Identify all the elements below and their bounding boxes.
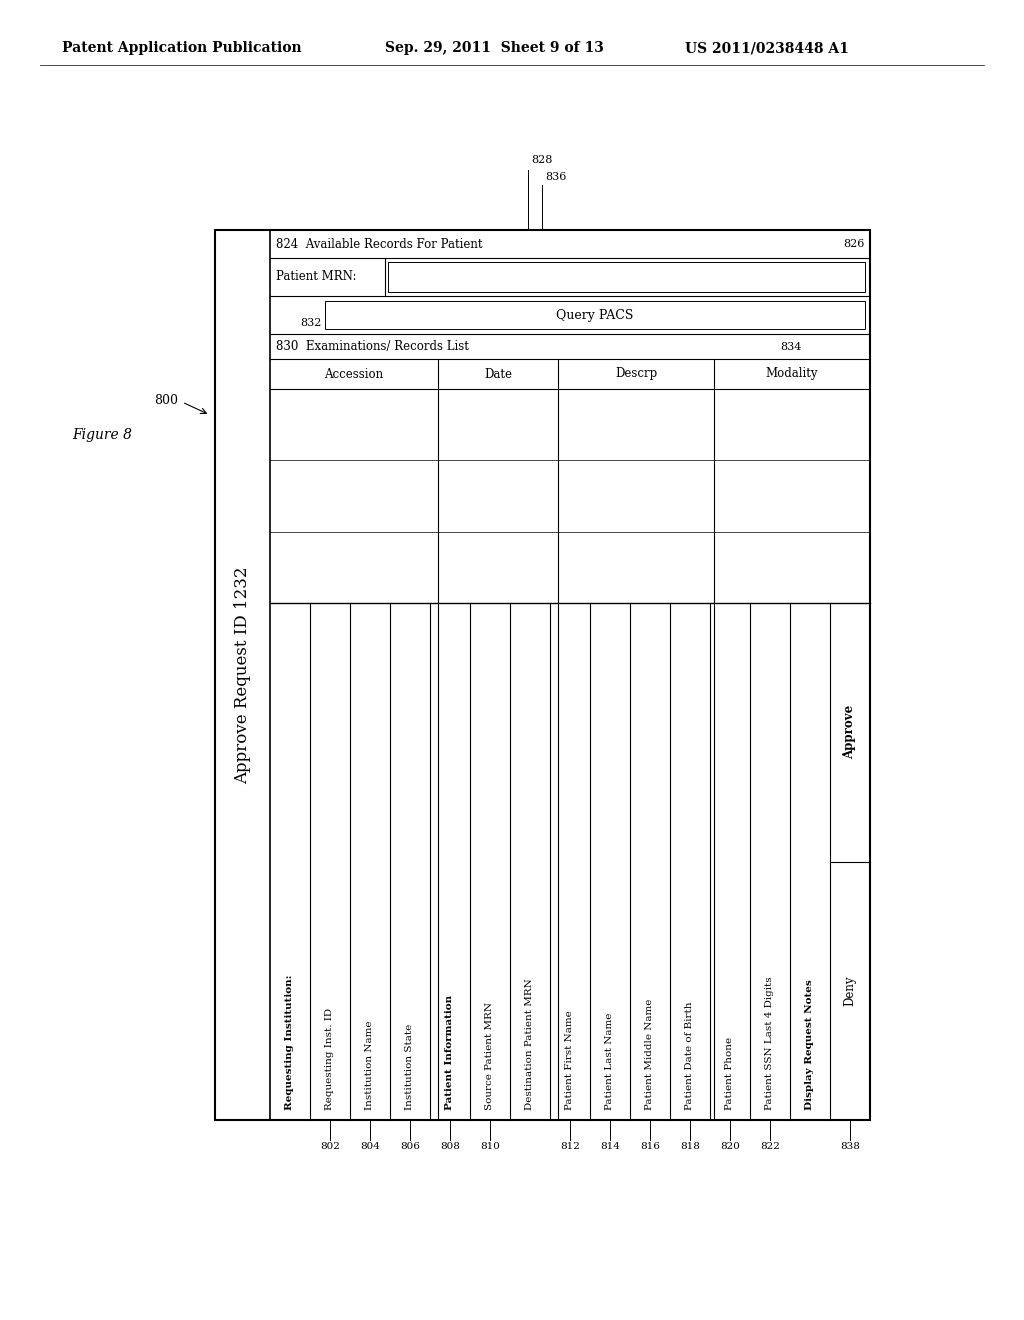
Text: Requesting Institution:: Requesting Institution:: [286, 974, 295, 1110]
Text: 800: 800: [154, 393, 178, 407]
Text: Approve Request ID 1232: Approve Request ID 1232: [234, 566, 251, 784]
Text: Sep. 29, 2011  Sheet 9 of 13: Sep. 29, 2011 Sheet 9 of 13: [385, 41, 604, 55]
Text: Patient Middle Name: Patient Middle Name: [645, 999, 654, 1110]
Text: 820: 820: [720, 1142, 740, 1151]
Text: 824  Available Records For Patient: 824 Available Records For Patient: [276, 238, 482, 251]
Text: 804: 804: [360, 1142, 380, 1151]
Text: 826: 826: [844, 239, 865, 249]
Text: Figure 8: Figure 8: [72, 428, 132, 442]
Text: Deny: Deny: [844, 975, 856, 1006]
Text: Patient Last Name: Patient Last Name: [605, 1012, 614, 1110]
Text: Patient First Name: Patient First Name: [565, 1010, 574, 1110]
Text: Institution Name: Institution Name: [366, 1020, 375, 1110]
Text: Modality: Modality: [766, 367, 818, 380]
FancyBboxPatch shape: [325, 301, 865, 329]
Text: 832: 832: [301, 318, 322, 327]
Text: 830  Examinations/ Records List: 830 Examinations/ Records List: [276, 341, 469, 352]
Text: 814: 814: [600, 1142, 620, 1151]
Text: Patient SSN Last 4 Digits: Patient SSN Last 4 Digits: [766, 977, 774, 1110]
Text: US 2011/0238448 A1: US 2011/0238448 A1: [685, 41, 849, 55]
Text: Accession: Accession: [325, 367, 384, 380]
Text: Date: Date: [484, 367, 512, 380]
Text: Descrp: Descrp: [614, 367, 657, 380]
Text: Patient Date of Birth: Patient Date of Birth: [685, 1002, 694, 1110]
Text: Query PACS: Query PACS: [556, 309, 634, 322]
Text: 828: 828: [531, 154, 552, 165]
Text: 808: 808: [440, 1142, 460, 1151]
Text: 810: 810: [480, 1142, 500, 1151]
Text: Source Patient MRN: Source Patient MRN: [485, 1002, 495, 1110]
Text: 836: 836: [545, 172, 566, 182]
Text: Patient MRN:: Patient MRN:: [276, 271, 356, 284]
Text: Requesting Inst. ID: Requesting Inst. ID: [326, 1008, 335, 1110]
Text: 802: 802: [321, 1142, 340, 1151]
Text: Patent Application Publication: Patent Application Publication: [62, 41, 302, 55]
FancyBboxPatch shape: [388, 261, 865, 292]
Text: 812: 812: [560, 1142, 580, 1151]
Text: Destination Patient MRN: Destination Patient MRN: [525, 978, 535, 1110]
Text: Approve: Approve: [844, 705, 856, 759]
Text: Institution State: Institution State: [406, 1024, 415, 1110]
Text: 822: 822: [760, 1142, 780, 1151]
Text: 818: 818: [680, 1142, 700, 1151]
Text: Display Request Notes: Display Request Notes: [806, 979, 814, 1110]
FancyBboxPatch shape: [215, 230, 870, 1119]
Text: Patient Information: Patient Information: [445, 995, 455, 1110]
Text: Patient Phone: Patient Phone: [725, 1038, 734, 1110]
Text: 838: 838: [840, 1142, 860, 1151]
Text: 816: 816: [640, 1142, 659, 1151]
Text: 834: 834: [780, 342, 802, 351]
Text: 806: 806: [400, 1142, 420, 1151]
